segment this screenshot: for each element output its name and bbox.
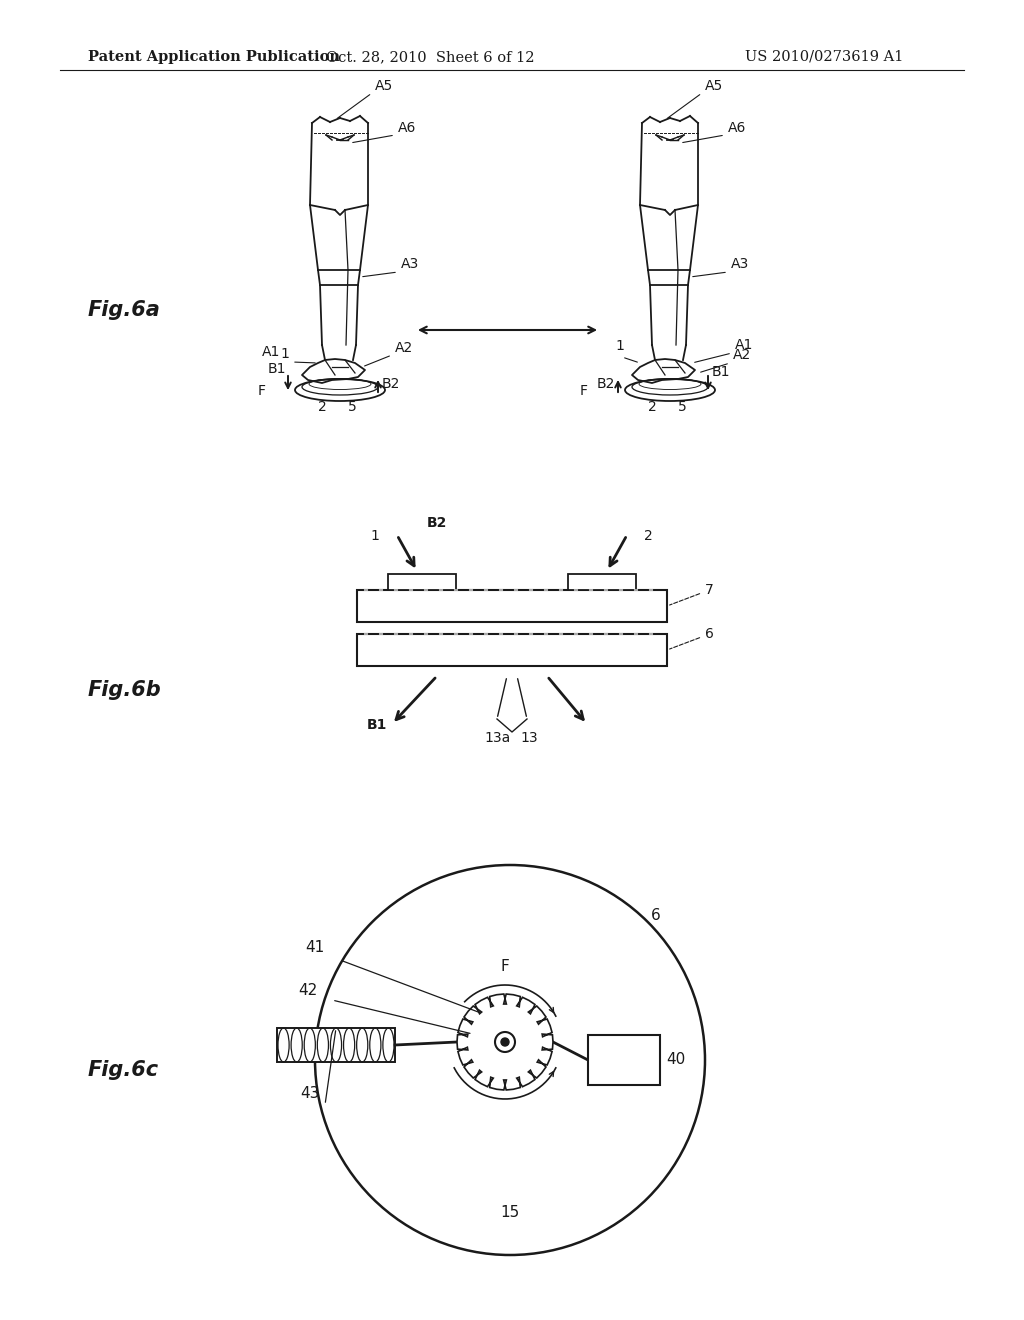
Text: A2: A2	[733, 348, 752, 362]
Text: 40: 40	[666, 1052, 685, 1068]
Text: 6: 6	[650, 908, 660, 923]
Text: 43: 43	[300, 1086, 319, 1101]
Text: Fig.6b: Fig.6b	[88, 680, 162, 700]
Text: 1: 1	[370, 529, 379, 543]
Text: A3: A3	[401, 257, 419, 271]
Text: B2: B2	[427, 516, 447, 531]
Circle shape	[501, 1038, 509, 1045]
Text: 1: 1	[280, 347, 289, 360]
Text: A5: A5	[705, 79, 723, 92]
Circle shape	[315, 865, 705, 1255]
Text: 15: 15	[501, 1205, 519, 1220]
Text: 6: 6	[670, 627, 714, 649]
Text: 2: 2	[644, 529, 652, 543]
Text: 1: 1	[615, 339, 624, 352]
Text: B2: B2	[597, 378, 615, 391]
Text: A6: A6	[728, 121, 746, 135]
Text: B1: B1	[712, 366, 730, 379]
Ellipse shape	[625, 379, 715, 401]
Bar	[357, 590, 667, 622]
Ellipse shape	[295, 379, 385, 401]
Text: Oct. 28, 2010  Sheet 6 of 12: Oct. 28, 2010 Sheet 6 of 12	[326, 50, 535, 63]
Text: 2: 2	[318, 400, 327, 414]
Text: B2: B2	[382, 378, 400, 391]
Text: Fig.6c: Fig.6c	[88, 1060, 159, 1080]
Text: A2: A2	[395, 341, 414, 355]
Text: F: F	[580, 384, 588, 399]
Bar	[588, 1035, 660, 1085]
Text: 2: 2	[648, 400, 656, 414]
Bar	[388, 574, 456, 590]
Circle shape	[495, 1032, 515, 1052]
Bar	[278, 1028, 395, 1063]
Text: A6: A6	[398, 121, 417, 135]
Bar	[568, 574, 636, 590]
Text: 42: 42	[298, 983, 317, 998]
Text: B1: B1	[268, 362, 287, 376]
Text: 5: 5	[348, 400, 356, 414]
Text: A5: A5	[375, 79, 393, 92]
Text: A1: A1	[262, 345, 281, 359]
Text: 13: 13	[520, 731, 538, 744]
Text: US 2010/0273619 A1: US 2010/0273619 A1	[745, 50, 903, 63]
Text: A1: A1	[735, 338, 754, 352]
Text: F: F	[501, 960, 509, 974]
Text: B1: B1	[367, 718, 387, 733]
Text: 41: 41	[305, 940, 325, 954]
Text: 5: 5	[678, 400, 687, 414]
Text: Patent Application Publication: Patent Application Publication	[88, 50, 340, 63]
Polygon shape	[457, 994, 553, 1090]
Text: Fig.6a: Fig.6a	[88, 300, 161, 319]
Bar	[357, 634, 667, 667]
Text: F: F	[258, 384, 266, 399]
Text: 7: 7	[670, 583, 714, 605]
Text: A3: A3	[731, 257, 750, 271]
Text: 13a: 13a	[484, 731, 510, 744]
